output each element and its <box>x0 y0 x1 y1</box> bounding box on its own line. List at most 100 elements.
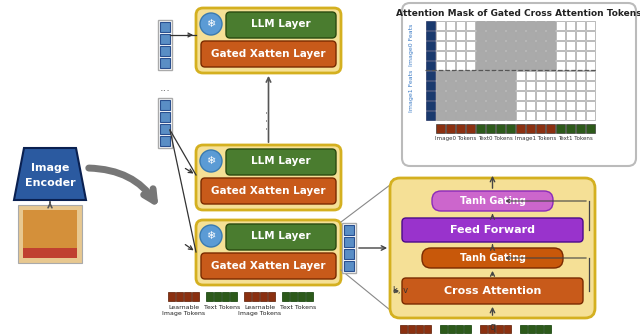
Bar <box>448 325 455 333</box>
Text: LLM Layer: LLM Layer <box>251 231 311 241</box>
Bar <box>566 124 575 133</box>
Text: ...: ... <box>159 83 170 93</box>
Bar <box>486 124 495 133</box>
Bar <box>546 61 555 70</box>
Bar <box>536 41 545 50</box>
Bar <box>476 61 485 70</box>
Bar <box>456 91 465 100</box>
Bar <box>160 124 170 134</box>
Bar <box>456 41 465 50</box>
Bar <box>586 51 595 60</box>
Bar <box>436 101 445 110</box>
Bar <box>526 21 535 30</box>
Bar <box>456 124 465 133</box>
Bar <box>230 292 237 301</box>
FancyBboxPatch shape <box>196 145 341 210</box>
FancyBboxPatch shape <box>201 253 336 279</box>
Bar <box>496 325 503 333</box>
Bar <box>536 21 545 30</box>
Bar <box>344 249 354 259</box>
Bar <box>526 51 535 60</box>
Bar <box>506 31 515 40</box>
FancyBboxPatch shape <box>226 149 336 175</box>
Bar <box>546 21 555 30</box>
Bar <box>496 81 505 90</box>
Bar <box>586 81 595 90</box>
Bar <box>546 81 555 90</box>
Bar <box>456 325 463 333</box>
Bar <box>23 210 77 248</box>
Circle shape <box>200 225 222 247</box>
Bar <box>306 292 313 301</box>
Bar <box>160 112 170 122</box>
Bar <box>160 22 170 32</box>
Bar <box>160 136 170 146</box>
Text: Feed Forward: Feed Forward <box>450 225 535 235</box>
Bar <box>526 41 535 50</box>
Bar <box>446 21 455 30</box>
FancyBboxPatch shape <box>201 41 336 67</box>
Bar <box>528 325 535 333</box>
Bar <box>426 71 435 80</box>
Bar <box>436 31 445 40</box>
Bar <box>536 325 543 333</box>
Bar <box>536 71 545 80</box>
Bar <box>546 91 555 100</box>
Bar <box>456 71 465 80</box>
Bar <box>496 41 505 50</box>
Bar <box>506 101 515 110</box>
Bar <box>176 292 183 301</box>
FancyBboxPatch shape <box>196 220 341 285</box>
Text: Encoder: Encoder <box>25 178 76 188</box>
Bar <box>516 81 525 90</box>
Bar <box>426 111 435 120</box>
Text: Attention Mask of Gated Cross Attention Tokens: Attention Mask of Gated Cross Attention … <box>396 8 640 17</box>
Bar <box>476 71 485 80</box>
Bar <box>506 91 515 100</box>
Bar <box>556 81 565 90</box>
Bar <box>476 124 485 133</box>
Bar <box>18 205 82 263</box>
Bar <box>586 111 595 120</box>
Bar <box>426 51 435 60</box>
Bar <box>466 101 475 110</box>
Bar <box>536 101 545 110</box>
Bar <box>476 111 485 120</box>
Text: k, v: k, v <box>393 287 408 296</box>
Bar <box>426 81 435 90</box>
Bar <box>466 91 475 100</box>
Bar <box>556 21 565 30</box>
Bar <box>436 21 445 30</box>
Bar <box>520 325 527 333</box>
Bar <box>446 91 455 100</box>
Bar <box>516 111 525 120</box>
Bar <box>556 71 565 80</box>
Bar <box>526 31 535 40</box>
Bar <box>206 292 213 301</box>
Bar <box>23 248 77 258</box>
Bar <box>546 124 555 133</box>
Bar <box>586 61 595 70</box>
Bar <box>546 111 555 120</box>
Bar <box>160 46 170 56</box>
Bar <box>566 91 575 100</box>
Bar <box>446 111 455 120</box>
Bar <box>446 81 455 90</box>
Text: Text0 Tokens: Text0 Tokens <box>478 136 513 141</box>
Text: Learnable
Image Tokens: Learnable Image Tokens <box>239 305 282 316</box>
Bar <box>516 71 525 80</box>
Text: q: q <box>490 322 495 332</box>
FancyBboxPatch shape <box>226 224 336 250</box>
Bar <box>546 31 555 40</box>
Text: ❄: ❄ <box>206 19 216 29</box>
Bar <box>344 261 354 271</box>
Text: · · ·: · · · <box>262 110 275 130</box>
Bar <box>516 41 525 50</box>
Text: Gated Xatten Layer: Gated Xatten Layer <box>211 186 326 196</box>
Bar <box>466 61 475 70</box>
Text: LLM Layer: LLM Layer <box>251 156 311 166</box>
Bar <box>222 292 229 301</box>
Bar <box>440 325 447 333</box>
Bar <box>160 58 170 68</box>
Text: Gated Xatten Layer: Gated Xatten Layer <box>211 261 326 271</box>
